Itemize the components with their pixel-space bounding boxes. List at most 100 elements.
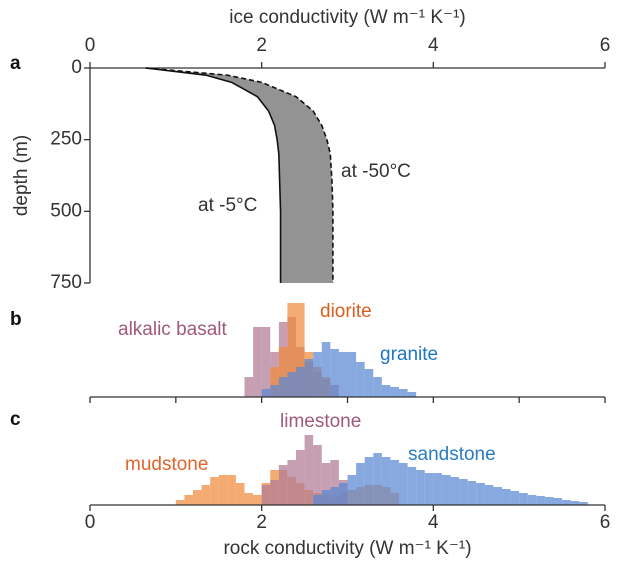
histogram-bar xyxy=(235,483,245,505)
histogram-bar xyxy=(261,327,271,397)
histogram-bar xyxy=(373,453,382,505)
histogram-bar xyxy=(562,500,571,505)
histogram-bar xyxy=(193,490,202,505)
histogram-bar xyxy=(304,359,314,397)
histogram-bar xyxy=(450,477,460,505)
histogram-bar xyxy=(390,460,399,505)
histogram-bar xyxy=(270,367,279,397)
histogram-bar xyxy=(467,481,477,505)
histogram-bar xyxy=(338,483,348,505)
histogram-bar xyxy=(313,352,322,397)
histogram-bar xyxy=(510,491,520,505)
histogram-bar xyxy=(433,473,442,505)
x-axis-title: rock conductivity (W m⁻¹ K⁻¹) xyxy=(223,538,471,559)
histogram-bar xyxy=(321,463,331,505)
histogram-bar xyxy=(364,457,374,505)
y-tick-label: 0 xyxy=(71,57,82,78)
histogram-bar xyxy=(210,477,219,505)
curve xyxy=(145,67,282,283)
histogram-bar xyxy=(570,501,580,505)
histogram-bar xyxy=(399,463,408,505)
histogram-bar xyxy=(381,385,391,397)
x-tick-label: 4 xyxy=(428,512,439,533)
histogram-bar xyxy=(407,467,417,505)
histogram-bar xyxy=(493,487,502,505)
histogram-bar xyxy=(253,327,262,397)
histogram-bar xyxy=(356,463,365,505)
x-tick-label: 0 xyxy=(85,512,96,533)
series-label: sandstone xyxy=(408,444,496,465)
series-label: limestone xyxy=(280,411,361,432)
x-tick-label: 2 xyxy=(256,35,267,56)
panel-label: c xyxy=(10,409,21,430)
histogram-bar xyxy=(321,490,331,505)
histogram-bar xyxy=(287,303,296,397)
histogram-bar xyxy=(287,372,296,397)
histogram-bar xyxy=(330,349,339,397)
histogram-bar xyxy=(579,502,588,505)
x-tick-label: 0 xyxy=(85,35,96,56)
histogram-bar xyxy=(416,470,425,505)
histogram-bar xyxy=(287,460,296,505)
histogram-bar xyxy=(381,457,391,505)
histogram-bar xyxy=(424,473,434,505)
histogram-bar xyxy=(347,475,357,505)
histogram-bar xyxy=(278,377,288,397)
histogram-bar xyxy=(399,389,408,397)
series-label: granite xyxy=(380,344,438,365)
histogram-bar xyxy=(244,377,254,397)
histogram-bar xyxy=(441,475,451,505)
histogram-bar xyxy=(270,480,279,505)
series-label: alkalic basalt xyxy=(118,319,227,340)
histogram-bar xyxy=(304,435,314,505)
histogram-bar xyxy=(338,352,348,397)
histogram-bar xyxy=(296,450,305,505)
histogram-bar xyxy=(330,460,339,505)
histogram-bar xyxy=(201,485,211,505)
y-axis-title: depth (m) xyxy=(11,135,32,216)
x-tick-label: 4 xyxy=(428,35,439,56)
histogram-bar xyxy=(278,465,288,505)
curve xyxy=(145,67,334,283)
histogram-bar xyxy=(527,495,537,505)
series-label: diorite xyxy=(320,301,372,322)
histogram-bar xyxy=(502,489,511,505)
histogram-bar xyxy=(356,362,365,397)
x-tick-label: 6 xyxy=(600,512,611,533)
y-tick-label: 750 xyxy=(50,272,82,293)
histogram-bar xyxy=(296,303,305,397)
series-label: mudstone xyxy=(125,454,208,475)
y-tick-label: 500 xyxy=(50,200,82,221)
panel-label: a xyxy=(10,53,21,74)
curve-label: at -5°C xyxy=(198,195,257,216)
histogram-bar xyxy=(373,377,382,397)
histogram-bar xyxy=(313,495,322,505)
histogram-bar xyxy=(364,369,374,397)
curve-label: at -50°C xyxy=(341,161,411,182)
histogram-bar xyxy=(459,479,468,505)
histogram-bar xyxy=(553,498,563,505)
histogram-bar xyxy=(244,493,254,505)
histogram-bar xyxy=(347,352,357,397)
histogram-bar xyxy=(476,483,485,505)
histogram-bar xyxy=(278,347,288,397)
x-axis-title: ice conductivity (W m⁻¹ K⁻¹) xyxy=(229,7,465,28)
histogram-bar xyxy=(253,495,262,505)
histogram-bar xyxy=(218,475,228,505)
histogram-bar xyxy=(407,392,417,397)
histogram-bar xyxy=(544,497,554,505)
histogram-bar xyxy=(519,493,528,505)
histogram-bar xyxy=(484,485,494,505)
histogram-bar xyxy=(175,500,185,505)
histogram-bar xyxy=(261,485,271,505)
x-tick-label: 2 xyxy=(256,512,267,533)
histogram-bar xyxy=(321,342,331,397)
histogram-bar xyxy=(227,475,236,505)
histogram-bar xyxy=(296,367,305,397)
histogram-bar xyxy=(313,445,322,505)
histogram-bar xyxy=(261,389,271,397)
histogram-bar xyxy=(270,385,279,397)
y-tick-label: 250 xyxy=(50,129,82,150)
histogram-bar xyxy=(536,496,545,505)
